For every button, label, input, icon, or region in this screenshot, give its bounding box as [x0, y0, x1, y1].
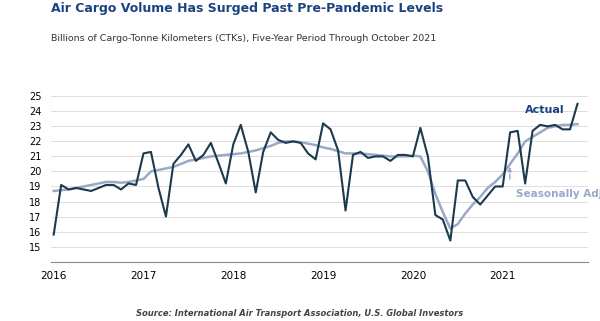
Text: Billions of Cargo-Tonne Kilometers (CTKs), Five-Year Period Through October 2021: Billions of Cargo-Tonne Kilometers (CTKs…: [51, 34, 436, 43]
Text: Air Cargo Volume Has Surged Past Pre-Pandemic Levels: Air Cargo Volume Has Surged Past Pre-Pan…: [51, 2, 443, 14]
Text: Seasonally Adjusted: Seasonally Adjusted: [516, 189, 600, 199]
Text: Actual: Actual: [525, 105, 565, 115]
Text: Source: International Air Transport Association, U.S. Global Investors: Source: International Air Transport Asso…: [136, 309, 464, 318]
